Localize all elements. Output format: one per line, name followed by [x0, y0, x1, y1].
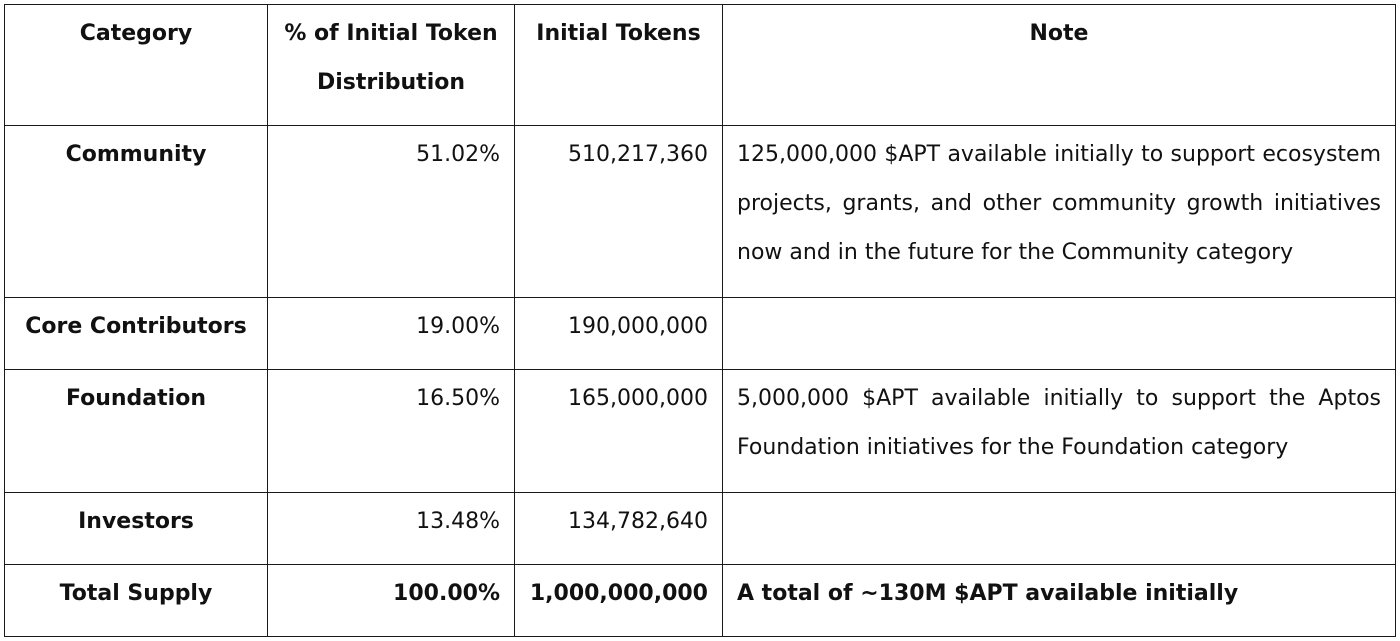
header-percent: % of Initial Token Distribution: [267, 4, 515, 126]
row-note: 125,000,000 $APT available initially to …: [722, 125, 1396, 298]
row-note: [722, 492, 1396, 565]
header-category: Category: [4, 4, 268, 126]
token-distribution-table: Category % of Initial Token Distribution…: [4, 4, 1396, 637]
row-category: Foundation: [4, 369, 268, 493]
row-percent: 13.48%: [267, 492, 515, 565]
total-percent: 100.00%: [267, 564, 515, 637]
row-category: Community: [4, 125, 268, 298]
row-category: Core Contributors: [4, 297, 268, 370]
table-row: Community 51.02% 510,217,360 125,000,000…: [4, 125, 1396, 298]
row-percent: 51.02%: [267, 125, 515, 298]
row-tokens: 190,000,000: [514, 297, 723, 370]
table-row: Core Contributors 19.00% 190,000,000: [4, 297, 1396, 370]
total-category: Total Supply: [4, 564, 268, 637]
header-row: Category % of Initial Token Distribution…: [4, 4, 1396, 126]
row-tokens: 134,782,640: [514, 492, 723, 565]
header-initial-tokens: Initial Tokens: [514, 4, 723, 126]
total-note: A total of ~130M $APT available initiall…: [722, 564, 1396, 637]
row-percent: 19.00%: [267, 297, 515, 370]
row-percent: 16.50%: [267, 369, 515, 493]
total-row: Total Supply 100.00% 1,000,000,000 A tot…: [4, 564, 1396, 637]
header-note: Note: [722, 4, 1396, 126]
row-category: Investors: [4, 492, 268, 565]
row-note: 5,000,000 $APT available initially to su…: [722, 369, 1396, 493]
row-tokens: 510,217,360: [514, 125, 723, 298]
total-tokens: 1,000,000,000: [514, 564, 723, 637]
row-note: [722, 297, 1396, 370]
table-row: Investors 13.48% 134,782,640: [4, 492, 1396, 565]
table-row: Foundation 16.50% 165,000,000 5,000,000 …: [4, 369, 1396, 493]
row-tokens: 165,000,000: [514, 369, 723, 493]
